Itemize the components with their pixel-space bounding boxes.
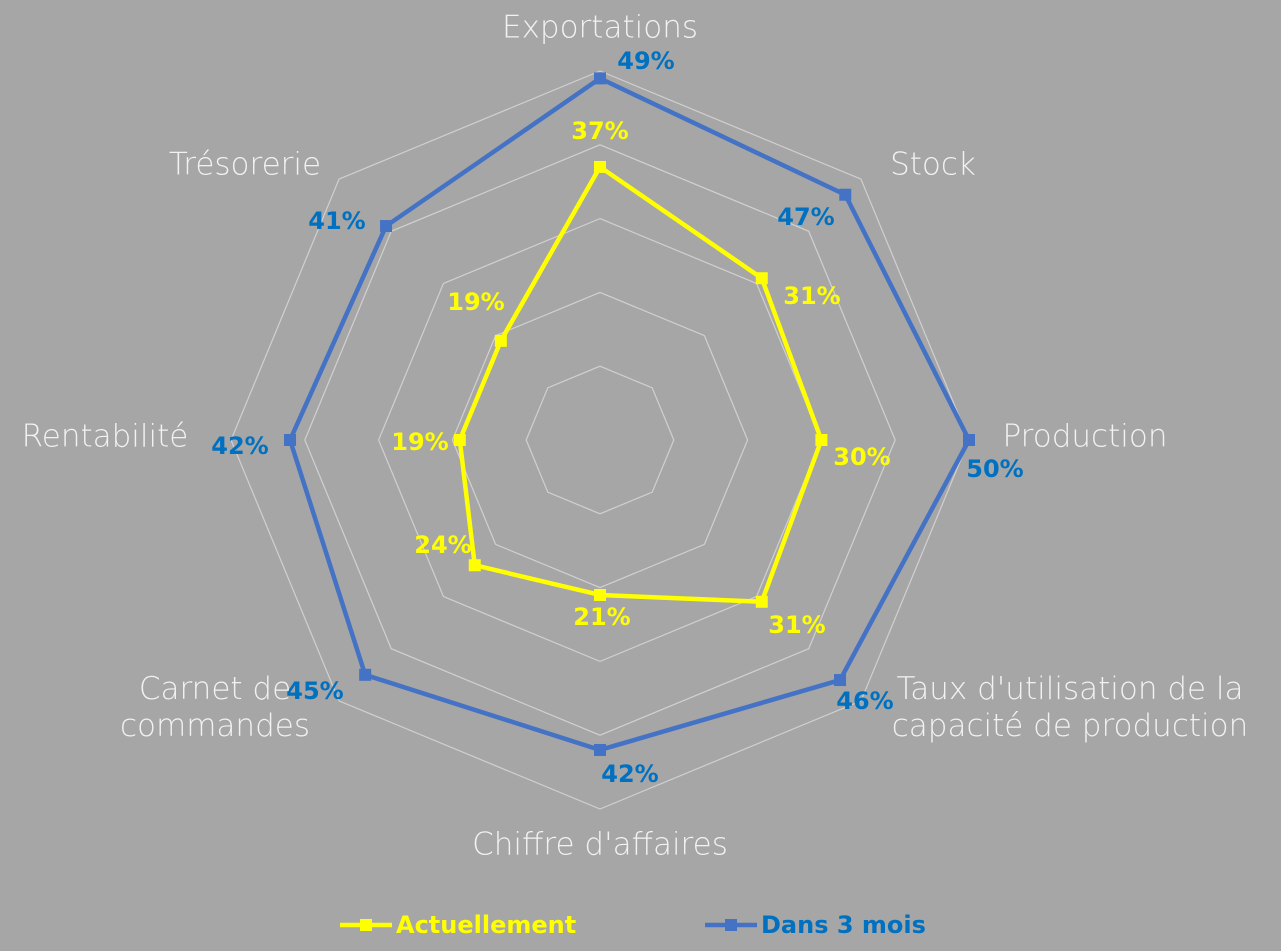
category-label: Taux d'utilisation de la capacité de pro… xyxy=(891,670,1249,744)
category-label: Trésorerie xyxy=(168,146,322,183)
marker xyxy=(359,668,372,681)
data-label: 45% xyxy=(286,677,343,705)
data-label: 49% xyxy=(617,47,674,75)
legend-marker xyxy=(360,919,372,931)
grid-ring xyxy=(230,70,970,810)
marker xyxy=(834,674,847,687)
data-label: 50% xyxy=(966,455,1023,483)
grid-ring xyxy=(377,217,823,663)
legend-marker xyxy=(725,919,737,931)
marker xyxy=(755,272,768,285)
data-label: 31% xyxy=(783,282,840,310)
marker xyxy=(755,595,768,608)
grid-ring xyxy=(451,291,749,589)
marker xyxy=(594,588,606,601)
legend-label: Dans 3 mois xyxy=(761,911,926,939)
data-label: 41% xyxy=(308,207,365,235)
data-label: 30% xyxy=(833,443,890,471)
marker xyxy=(284,434,297,446)
marker xyxy=(380,220,393,233)
legend-label: Actuellement xyxy=(396,911,576,939)
data-label: 24% xyxy=(414,531,471,559)
data-label: 21% xyxy=(573,603,630,631)
marker xyxy=(453,434,466,446)
data-label: 46% xyxy=(836,687,893,715)
series-line xyxy=(457,164,824,605)
category-label: Production xyxy=(1002,418,1168,455)
grid-ring xyxy=(525,365,675,515)
data-label: 37% xyxy=(571,117,628,145)
marker xyxy=(468,559,481,572)
category-label: Carnet de commandes xyxy=(120,670,310,744)
data-label: 42% xyxy=(601,760,658,788)
data-label: 42% xyxy=(211,432,268,460)
category-label: Chiffre d'affaires xyxy=(472,826,728,863)
marker xyxy=(594,743,606,756)
category-label: Rentabilité xyxy=(21,418,189,455)
marker xyxy=(963,434,975,446)
marker xyxy=(494,334,507,347)
data-label: 19% xyxy=(391,428,448,456)
category-label: Stock xyxy=(890,146,976,183)
data-label: 31% xyxy=(768,611,825,639)
data-label: 47% xyxy=(777,203,834,231)
grid-ring xyxy=(304,144,896,736)
marker xyxy=(815,434,828,446)
data-label: 19% xyxy=(447,288,504,316)
marker xyxy=(839,188,852,201)
marker xyxy=(594,160,606,173)
category-label: Exportations xyxy=(501,9,698,46)
marker xyxy=(594,72,606,85)
